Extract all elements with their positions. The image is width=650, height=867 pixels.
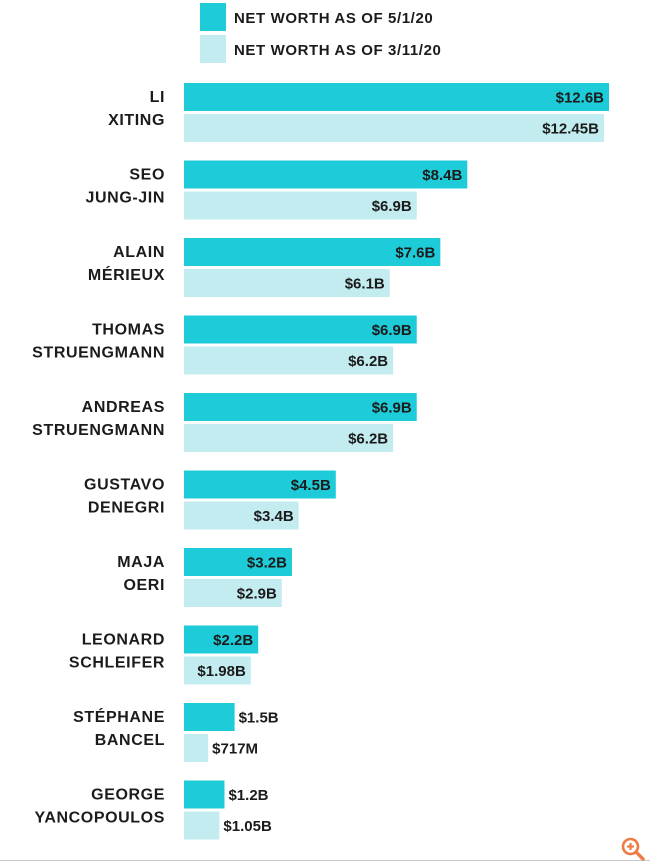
category-label: MÉRIEUX — [88, 265, 165, 284]
bar-previous — [184, 734, 209, 762]
category-label: BANCEL — [95, 732, 165, 749]
bar-current — [184, 315, 417, 344]
category-label: ANDREAS — [82, 399, 165, 416]
bar-previous — [184, 656, 251, 685]
bar-value-label: $2.2B — [213, 632, 253, 649]
bar-value-label: $6.9B — [372, 198, 412, 215]
category-label: XITING — [108, 112, 165, 129]
bar-value-label: $6.9B — [372, 400, 412, 417]
category-label: JUNG-JIN — [86, 190, 165, 207]
bar-previous — [184, 269, 390, 297]
bar-value-label: $6.9B — [372, 322, 412, 339]
bar-value-label: $8.4B — [422, 167, 462, 184]
category-label: OERI — [123, 577, 165, 594]
bar-previous — [184, 811, 220, 840]
bar-value-label: $6.2B — [348, 353, 388, 370]
legend-item-previous: NET WORTH AS OF 3/11/20 — [200, 35, 520, 65]
bar-value-label: $1.2B — [228, 787, 268, 804]
zoom-in-icon[interactable] — [620, 836, 646, 862]
bar-value-label: $1.05B — [223, 818, 272, 835]
category-label: GEORGE — [91, 787, 165, 804]
bar-value-label: $6.1B — [345, 276, 385, 293]
category-label: SCHLEIFER — [69, 655, 165, 672]
bar-value-label: $12.6B — [556, 90, 605, 107]
bar-value-label: $12.45B — [542, 121, 599, 138]
bar-value-label: $1.5B — [239, 710, 279, 727]
bar-value-label: $3.4B — [254, 508, 294, 525]
legend-item-current: NET WORTH AS OF 5/1/20 — [200, 3, 520, 33]
bar-current — [184, 780, 225, 809]
bar-current — [184, 548, 292, 576]
category-label: MAJA — [117, 554, 165, 571]
bar-value-label: $7.6B — [395, 245, 435, 262]
bar-previous — [184, 579, 282, 607]
bar-current — [184, 83, 609, 111]
legend-swatch-previous — [200, 35, 226, 63]
category-label: GUSTAVO — [84, 477, 165, 494]
bar-value-label: $717M — [212, 741, 258, 758]
footer-divider — [0, 860, 650, 861]
legend-label-previous: NET WORTH AS OF 3/11/20 — [234, 42, 442, 59]
bar-previous — [184, 346, 394, 375]
category-label: ALAIN — [113, 244, 165, 261]
category-label: SEO — [129, 167, 165, 184]
bar-current — [184, 703, 235, 731]
category-label: STRUENGMANN — [32, 422, 165, 439]
bar-value-label: $1.98B — [197, 663, 246, 680]
bar-current — [184, 625, 259, 654]
bar-previous — [184, 424, 394, 452]
bar-current — [184, 160, 468, 189]
bar-previous — [184, 191, 417, 220]
bar-previous — [184, 501, 299, 530]
legend-swatch-current — [200, 3, 226, 31]
category-label: LEONARD — [82, 632, 165, 649]
legend-label-current: NET WORTH AS OF 5/1/20 — [234, 10, 434, 27]
category-label: STÉPHANE — [73, 707, 165, 726]
category-label: YANCOPOULOS — [35, 810, 165, 827]
category-label: DENEGRI — [88, 500, 165, 517]
category-label: LI — [150, 89, 165, 106]
bar-value-label: $4.5B — [291, 477, 331, 494]
bar-value-label: $6.2B — [348, 431, 388, 448]
category-label: THOMAS — [92, 322, 165, 339]
bar-current — [184, 393, 417, 421]
bar-previous — [184, 114, 604, 142]
bar-value-label: $3.2B — [247, 555, 287, 572]
bar-current — [184, 238, 441, 266]
bar-value-label: $2.9B — [237, 586, 277, 603]
category-label: STRUENGMANN — [32, 345, 165, 362]
bar-current — [184, 470, 336, 499]
